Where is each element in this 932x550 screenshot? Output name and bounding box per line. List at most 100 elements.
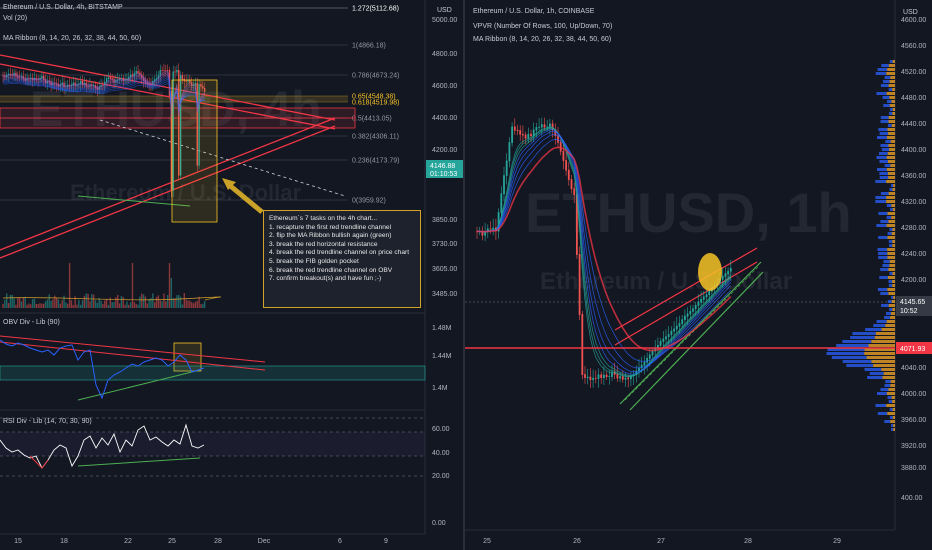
- vpvr-bar-up: [887, 232, 892, 235]
- right-currency-label: USD: [903, 9, 918, 16]
- vpvr-bar-up: [878, 252, 888, 255]
- vpvr-bar-up: [887, 300, 892, 303]
- vpvr-bar-down: [864, 352, 895, 355]
- arrow-shaft: [226, 182, 264, 214]
- vpvr-bar-up: [887, 396, 892, 399]
- candle-body: [203, 88, 206, 92]
- rsi-pane-title[interactable]: RSI Div - Lib (14, 70, 30, 90): [3, 418, 92, 425]
- candle-body: [137, 71, 139, 74]
- right-green-channel-mid: [624, 265, 760, 401]
- vpvr-bar-down: [888, 64, 895, 67]
- vpvr-bar-down: [887, 412, 895, 415]
- vpvr-bar-up: [878, 128, 888, 131]
- volume-bar: [133, 301, 136, 308]
- vpvr-bar-down: [886, 136, 895, 139]
- candle-body: [174, 71, 176, 73]
- vpvr-bar-up: [878, 236, 888, 239]
- left-chart-pane[interactable]: ETHUSD, 4h Ethereum / U.S. Dollar 1.272(…: [0, 0, 463, 550]
- candle-body: [28, 78, 30, 80]
- obv-green-line: [77, 369, 201, 401]
- volume-bar: [67, 303, 69, 308]
- volume-bar: [46, 299, 49, 308]
- time-axis-label: 28: [214, 538, 222, 545]
- volume-bar: [7, 302, 10, 308]
- ma-ribbon-line: [476, 138, 732, 362]
- vpvr-bar-up: [867, 376, 883, 379]
- ma-ribbon-line: [476, 127, 732, 376]
- volume-bar: [183, 293, 185, 308]
- vpvr-bar-down: [887, 236, 895, 239]
- vpvr-bar-up: [883, 104, 890, 107]
- price-axis-label: 3920.00: [901, 443, 926, 450]
- vpvr-bar-down: [886, 92, 895, 95]
- candle-body: [519, 130, 522, 135]
- volume-bar: [41, 303, 43, 308]
- vpvr-bar-down: [892, 280, 895, 283]
- price-axis-label: 3880.00: [901, 465, 926, 472]
- price-axis-label: 4280.00: [901, 225, 926, 232]
- right-chart-canvas[interactable]: 4071.93 4600.00 4560.00 4520.00 4480.00 4440.…: [465, 0, 932, 550]
- red-level-tag: [896, 342, 932, 354]
- tasks-note-box[interactable]: Ethereum´s 7 tasks on the 4h chart... 1.…: [263, 210, 421, 308]
- price-axis-label: 4800.00: [432, 51, 457, 58]
- candle-body: [30, 77, 32, 80]
- time-axis-label: 15: [14, 538, 22, 545]
- fib-level-label: 0.382(4306.11): [352, 134, 399, 141]
- rsi-axis-label: 0.00: [432, 520, 446, 527]
- volume-bar: [154, 302, 156, 308]
- volume-bar: [28, 303, 30, 308]
- volume-bar: [159, 300, 161, 308]
- volume-bar: [198, 296, 200, 308]
- left-chart-canvas[interactable]: 1.272(5112.68) 1(4866.18) 0.786(4673.24) 0.…: [0, 0, 463, 550]
- candle-body: [605, 374, 608, 378]
- candle-body: [584, 374, 586, 378]
- vpvr-bar-up: [876, 320, 887, 323]
- vpvr-bar-up: [889, 244, 893, 247]
- candle-body: [546, 126, 549, 128]
- vpvr-bar-up: [883, 260, 890, 263]
- candle-body: [594, 377, 597, 379]
- vpvr-bar-down: [883, 372, 895, 375]
- vpvr-bar-down: [887, 212, 895, 215]
- candle-body: [497, 212, 500, 232]
- volume-bar: [126, 301, 128, 308]
- vpvr-bar-up: [880, 268, 889, 271]
- obv-pane-title[interactable]: OBV Div - Lib (90): [3, 319, 60, 326]
- candle-body: [557, 135, 559, 143]
- right-chart-pane[interactable]: ETHUSD, 1h Ethereum / U.S. Dollar 4071.9…: [465, 0, 932, 550]
- obv-line: [0, 339, 205, 400]
- last-price-countdown: 10:52: [900, 308, 918, 315]
- candle-body: [109, 77, 111, 79]
- candle-body: [643, 361, 646, 366]
- volume-bar: [22, 297, 25, 308]
- left-indicator-volume[interactable]: Vol (20): [3, 15, 28, 22]
- time-axis-label: 26: [573, 538, 581, 545]
- vpvr-bar-down: [887, 152, 895, 155]
- vpvr-bar-up: [876, 92, 887, 95]
- price-axis-label: 4200.00: [901, 277, 926, 284]
- right-green-channel-lower: [629, 271, 764, 411]
- left-indicator-ma-ribbon[interactable]: MA Ribbon (8, 14, 20, 26, 32, 38, 44, 50…: [3, 35, 142, 42]
- vpvr-bar-up: [887, 124, 892, 127]
- volume-bar: [20, 301, 23, 308]
- candle-body: [586, 376, 589, 378]
- vpvr-bar-down: [888, 120, 895, 123]
- vpvr-bar-up: [888, 240, 893, 243]
- vpvr-bar-up: [878, 256, 888, 259]
- candle-body: [662, 338, 665, 342]
- candle-body: [513, 126, 516, 131]
- volume-bar: [124, 304, 126, 308]
- right-indicator-vpvr[interactable]: VPVR (Number Of Rows, 100, Up/Down, 70): [473, 23, 613, 30]
- candle-body: [532, 129, 535, 137]
- candle-body: [516, 129, 519, 131]
- right-indicator-ma-ribbon[interactable]: MA Ribbon (8, 14, 20, 26, 32, 38, 44, 50…: [473, 36, 612, 43]
- rsi-oversold-segment: [29, 455, 49, 469]
- pane-divider[interactable]: [463, 0, 465, 550]
- left-watermark-name: Ethereum / U.S. Dollar: [70, 180, 302, 205]
- candle-body: [578, 254, 581, 315]
- vpvr-bar-down: [888, 388, 895, 391]
- candle-body: [665, 336, 667, 340]
- candle-body: [554, 129, 557, 136]
- vpvr-bar-up: [890, 296, 894, 299]
- vpvr-bar-down: [882, 376, 895, 379]
